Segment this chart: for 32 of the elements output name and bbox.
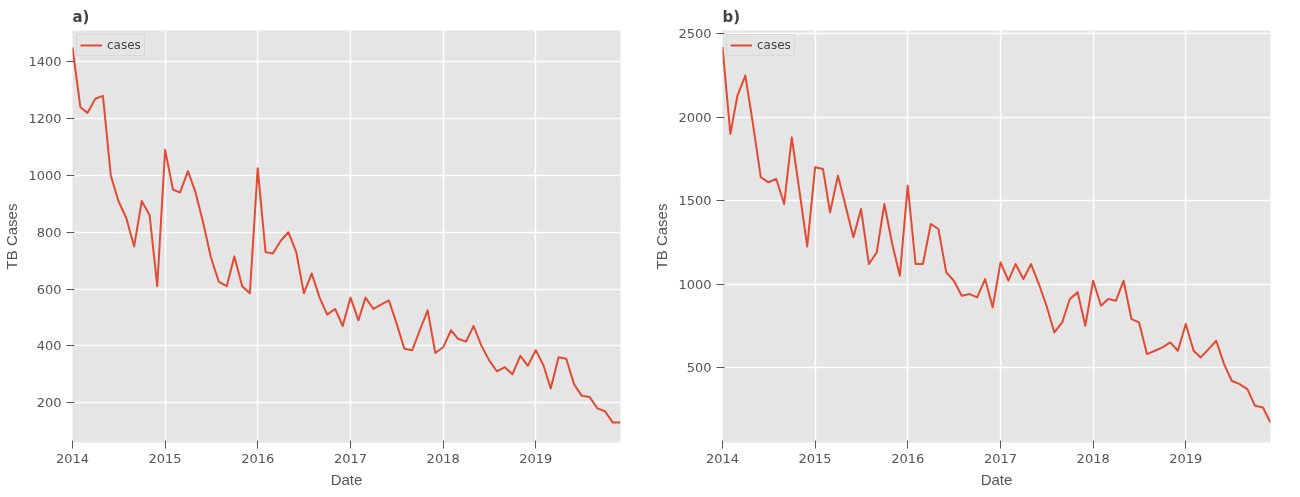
x-axis-title: Date (330, 470, 363, 488)
x-tick-label: 2015 (798, 450, 832, 466)
legend-label: cases (107, 38, 141, 52)
x-tick-label: 2017 (984, 450, 1018, 466)
x-tick-label: 2018 (426, 450, 460, 466)
y-tick-label: 200 (36, 395, 62, 411)
x-tick-label: 2015 (148, 450, 182, 466)
y-axis-title: TB Cases (3, 203, 21, 270)
y-tick-label: 1000 (28, 167, 62, 183)
chart-title: b) (722, 7, 741, 26)
x-tick-label: 2018 (1076, 450, 1110, 466)
y-tick-label: 400 (36, 338, 62, 354)
y-tick-label: 600 (36, 281, 62, 297)
x-tick-label: 2016 (241, 450, 275, 466)
y-tick-label: 1500 (678, 193, 712, 209)
x-axis-title: Date (980, 470, 1013, 488)
y-tick-label: 800 (36, 224, 62, 240)
x-tick-label: 2014 (705, 450, 740, 466)
y-axis-title: TB Cases (653, 203, 671, 270)
y-tick-label: 2500 (678, 26, 712, 42)
x-tick-label: 2019 (519, 450, 553, 466)
legend-label: cases (757, 38, 791, 52)
y-tick-label: 1200 (28, 111, 62, 127)
x-tick-label: 2016 (891, 450, 925, 466)
y-tick-label: 1000 (678, 276, 712, 292)
y-tick-label: 500 (686, 359, 712, 375)
x-tick-label: 2019 (1169, 450, 1203, 466)
x-tick-label: 2017 (334, 450, 368, 466)
y-tick-label: 2000 (678, 109, 712, 125)
y-tick-label: 1400 (28, 54, 62, 70)
chart-title: a) (72, 7, 90, 26)
x-tick-label: 2014 (55, 450, 90, 466)
